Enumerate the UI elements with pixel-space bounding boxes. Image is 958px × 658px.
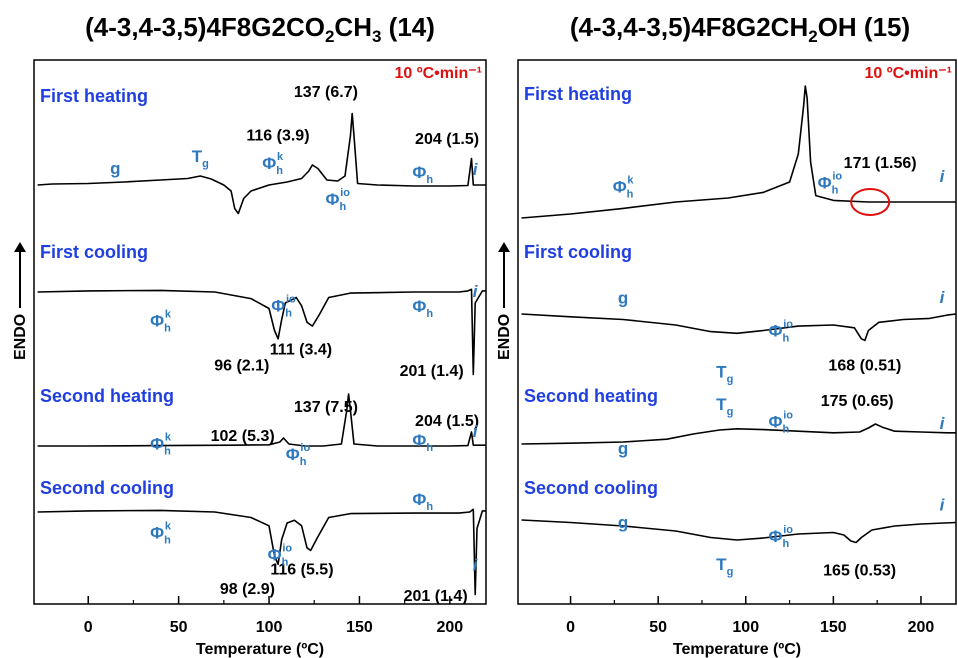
phase-label-isotropic: i: [940, 496, 946, 515]
dsc-curve-first-heating: [37, 112, 486, 215]
phase-label-isotropic: i: [473, 160, 479, 179]
panel-title: (4-3,4-3,5)4F8G2CO2CH3 (14): [85, 12, 435, 46]
phase-label: Tg: [716, 395, 733, 418]
y-axis-label-text: ENDO: [496, 314, 513, 360]
x-tick-label: 200: [436, 619, 463, 636]
dsc-curve-first-cooling: [521, 313, 957, 342]
section-label: Second cooling: [40, 478, 174, 498]
dsc-curve-second-cooling: [37, 508, 486, 596]
phase-label: g: [618, 439, 628, 458]
peak-label: 175 (0.65): [821, 393, 894, 410]
section-label: First heating: [524, 84, 632, 104]
phase-label: Φhk: [613, 174, 635, 200]
panel-title: (4-3,4-3,5)4F8G2CH2OH (15): [570, 12, 910, 46]
x-axis-label: Temperature (ºC): [673, 641, 801, 658]
peak-label: 116 (5.5): [270, 561, 333, 578]
phase-label: g: [110, 159, 120, 178]
x-axis-label: Temperature (ºC): [196, 641, 324, 658]
peak-label: 201 (1.4): [400, 363, 464, 380]
peak-label: 111 (3.4): [270, 341, 332, 358]
phase-label: Φhio: [268, 542, 293, 568]
section-label: First cooling: [40, 242, 148, 262]
phase-label: Φhk: [150, 432, 172, 458]
phase-label: Φh: [412, 490, 433, 513]
phase-label: Φhio: [769, 319, 794, 345]
peak-label: 102 (5.3): [211, 428, 275, 445]
x-tick-label: 50: [649, 619, 667, 636]
phase-label: Tg: [716, 362, 733, 385]
phase-label: Φhk: [150, 520, 172, 546]
section-label: Second cooling: [524, 478, 658, 498]
dsc-curve-second-cooling: [521, 519, 957, 544]
dsc-curve-second-heating: [37, 393, 486, 447]
phase-label: Φhio: [286, 442, 311, 468]
peak-label: 96 (2.1): [214, 358, 269, 375]
phase-label: Φhk: [262, 151, 284, 177]
section-label: First cooling: [524, 242, 632, 262]
endo-arrow-icon: [498, 242, 510, 252]
phase-label: Φhk: [150, 308, 172, 334]
highlight-circle: [850, 188, 891, 216]
peak-label: 137 (6.7): [294, 84, 358, 101]
phase-label: Tg: [192, 147, 209, 170]
phase-label-isotropic: i: [940, 167, 946, 186]
x-tick-label: 150: [346, 619, 373, 636]
plot-frame: [517, 59, 957, 605]
endo-arrow-icon: [14, 242, 26, 252]
x-tick-label: 0: [566, 619, 575, 636]
peak-label: 137 (7.5): [294, 399, 358, 416]
phase-label: Φhio: [271, 294, 296, 320]
phase-label: Φh: [412, 163, 433, 186]
section-label: Second heating: [40, 386, 174, 406]
phase-label: Φhio: [818, 170, 843, 196]
phase-label: g: [618, 513, 628, 532]
peak-label: 204 (1.5): [415, 413, 479, 430]
phase-label: Φhio: [769, 410, 794, 436]
peak-label: 201 (1.4): [404, 588, 468, 605]
x-tick-label: 0: [84, 619, 93, 636]
phase-label-isotropic: i: [940, 288, 946, 307]
heating-rate-label: 10 ºC•min⁻¹: [865, 65, 952, 82]
phase-label: Φh: [412, 297, 433, 320]
peak-label: 98 (2.9): [220, 581, 275, 598]
y-axis-label-text: ENDO: [12, 314, 29, 360]
peak-label: 168 (0.51): [828, 357, 901, 374]
section-label: Second heating: [524, 386, 658, 406]
y-axis-label: ENDO: [12, 242, 29, 360]
phase-label-isotropic: i: [940, 414, 946, 433]
phase-label-isotropic: i: [473, 282, 479, 301]
section-label: First heating: [40, 86, 148, 106]
plot-frame: [33, 59, 487, 605]
phase-label: Tg: [716, 555, 733, 578]
x-tick-label: 100: [256, 619, 283, 636]
peak-label: 204 (1.5): [415, 131, 479, 148]
dsc-curve-second-heating: [521, 423, 956, 445]
x-tick-label: 200: [908, 619, 935, 636]
x-tick-label: 100: [732, 619, 759, 636]
peak-label: 116 (3.9): [246, 128, 309, 145]
heating-rate-label: 10 ºC•min⁻¹: [395, 65, 482, 82]
phase-label: Φhio: [769, 524, 794, 550]
phase-label-isotropic: i: [473, 422, 479, 441]
phase-label: Φhio: [326, 187, 351, 213]
dsc-curve-first-cooling: [37, 288, 486, 376]
phase-label-isotropic: i: [473, 556, 479, 575]
y-axis-label: ENDO: [496, 242, 513, 360]
phase-label: g: [618, 289, 628, 308]
peak-label: 171 (1.56): [844, 155, 917, 172]
dsc-curve-first-heating: [521, 85, 956, 219]
x-tick-label: 50: [170, 619, 188, 636]
peak-label: 165 (0.53): [823, 563, 896, 580]
phase-label: Φh: [412, 431, 433, 454]
x-tick-label: 150: [820, 619, 847, 636]
